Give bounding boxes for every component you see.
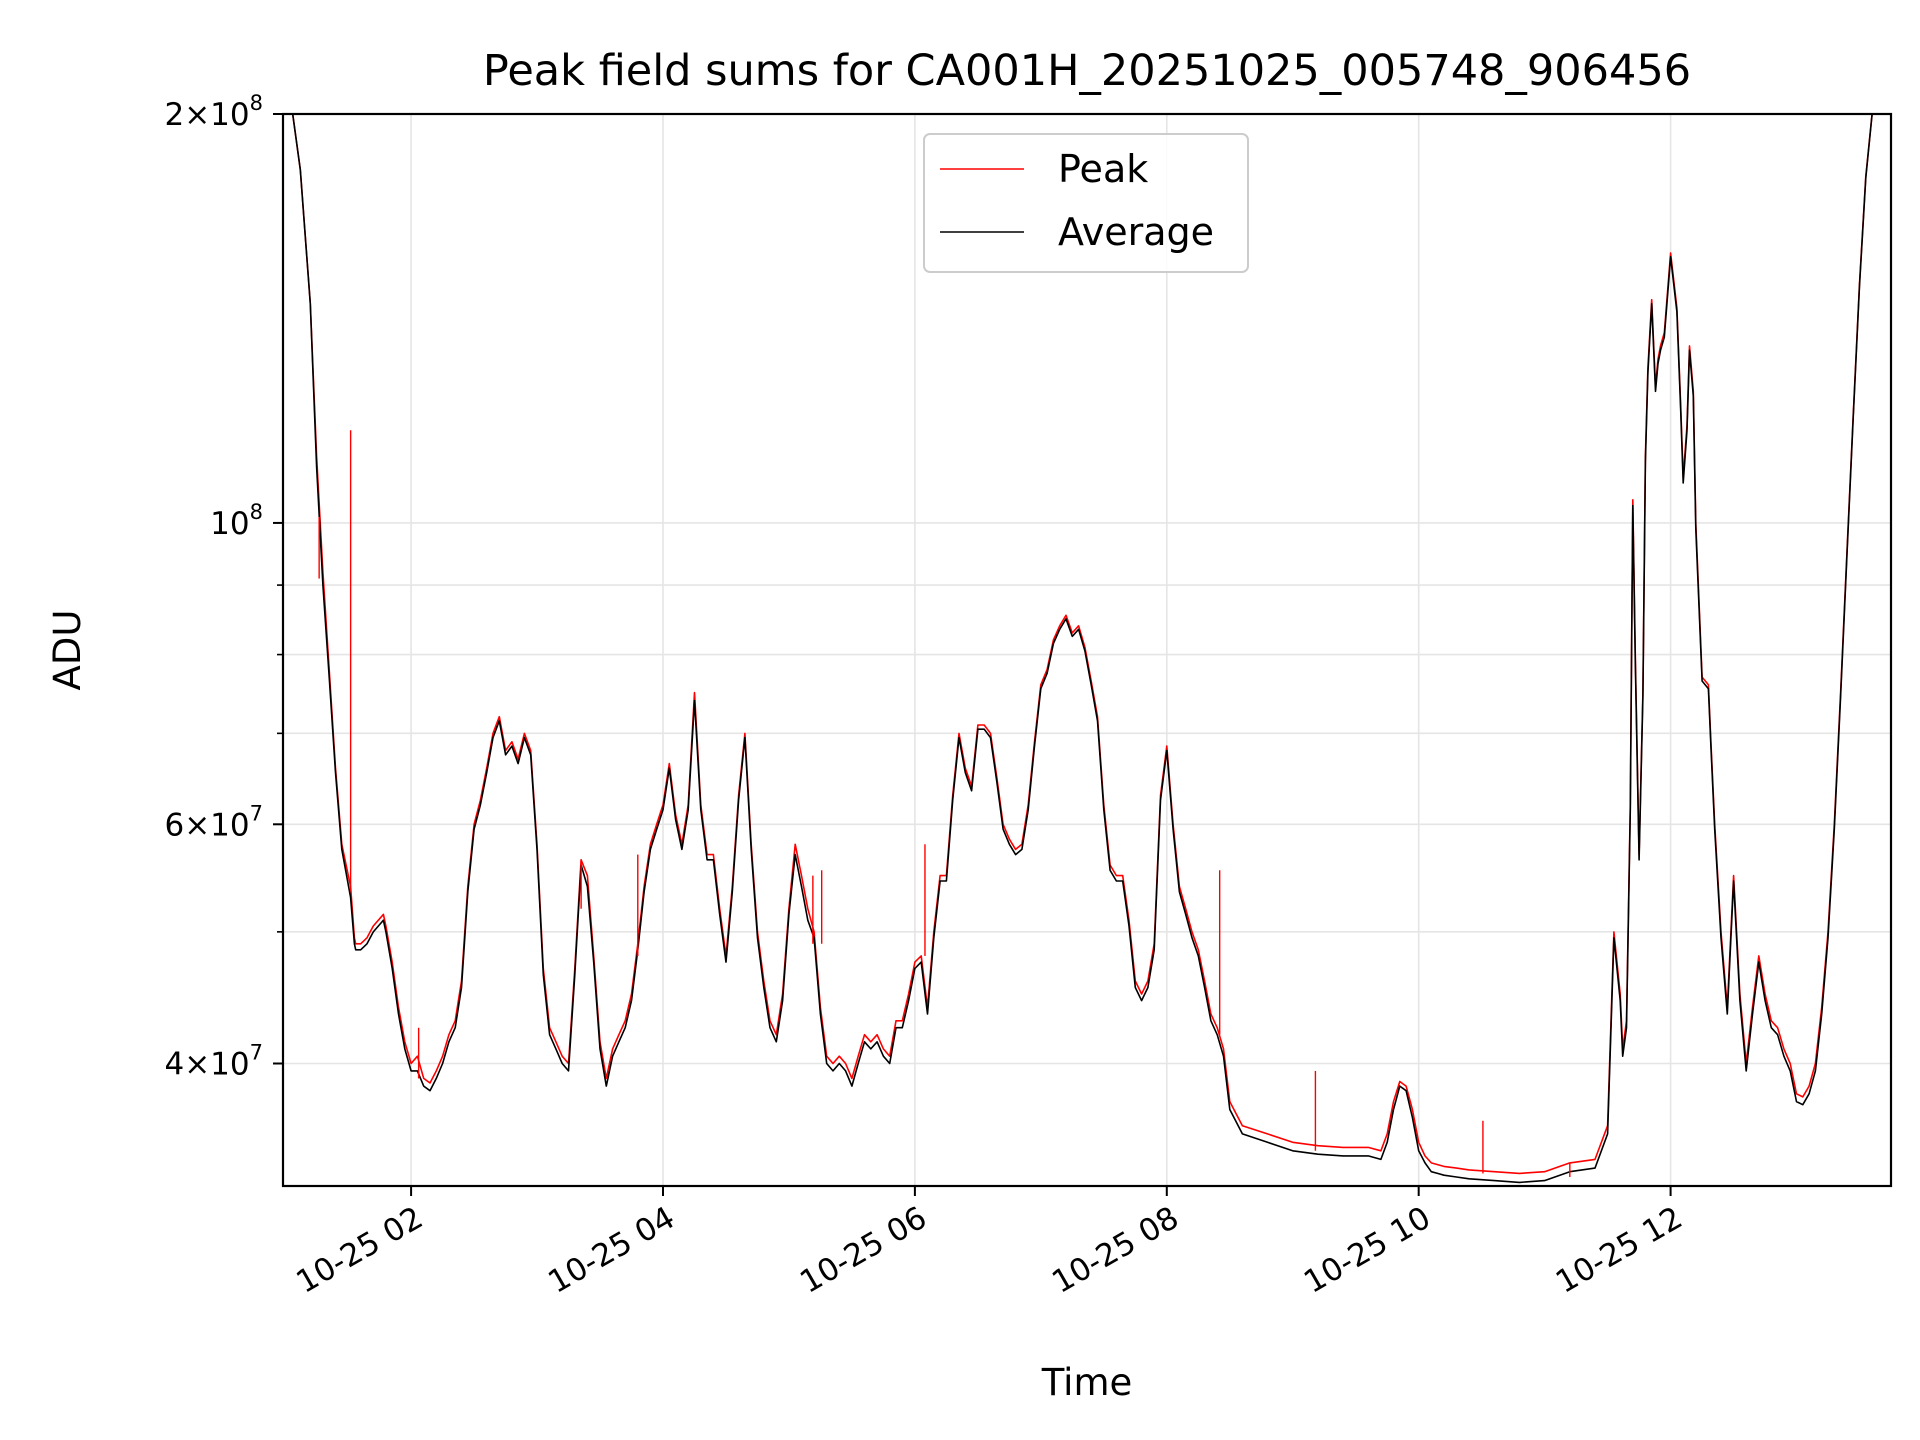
x-axis-label: Time: [1041, 1361, 1133, 1404]
y-tick-label: 108: [210, 500, 263, 542]
series-line-average: [283, 114, 1891, 1184]
legend-label-peak: Peak: [1058, 147, 1148, 191]
chart-title: Peak field sums for CA001H_20251025_0057…: [483, 46, 1691, 96]
y-tick-label: 4×107: [164, 1041, 263, 1083]
legend: Peak Average: [923, 133, 1249, 273]
y-axis-label: ADU: [46, 610, 89, 691]
legend-label-average: Average: [1058, 210, 1214, 254]
plot-frame: [281, 112, 1893, 1188]
y-tick-label: 2×108: [164, 91, 263, 133]
y-tick-label: 6×107: [164, 801, 263, 843]
series-layer: [283, 114, 1891, 1184]
